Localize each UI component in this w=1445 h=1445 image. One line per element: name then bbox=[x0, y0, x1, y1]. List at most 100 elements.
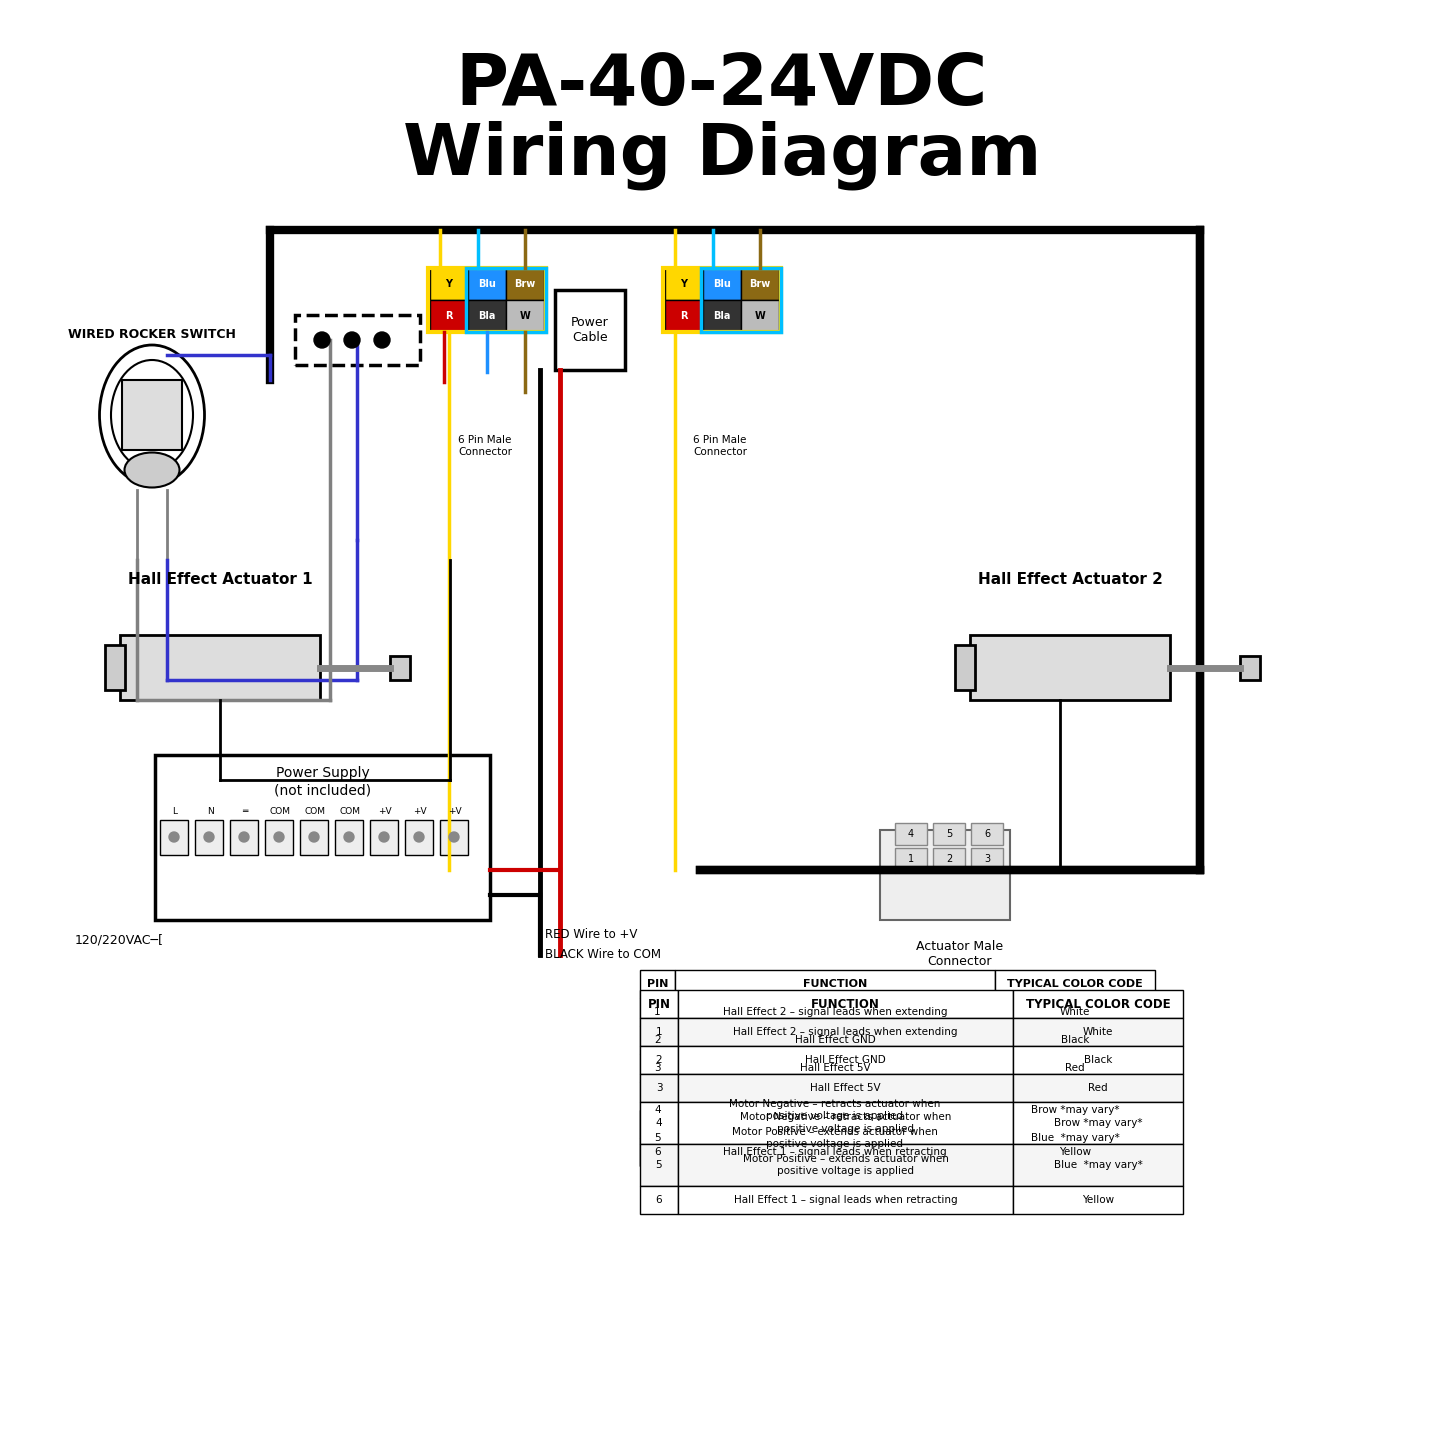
Text: Bla: Bla bbox=[714, 311, 731, 321]
Bar bbox=[678, 1103, 1013, 1144]
Text: 4: 4 bbox=[656, 1118, 662, 1129]
Bar bbox=[465, 267, 546, 332]
Text: 6: 6 bbox=[655, 1147, 660, 1157]
Bar bbox=[894, 848, 928, 870]
Circle shape bbox=[169, 832, 179, 842]
Bar bbox=[1013, 1074, 1183, 1103]
Bar bbox=[678, 1186, 1013, 1214]
Text: +V: +V bbox=[413, 808, 426, 816]
Bar bbox=[405, 819, 433, 855]
Bar bbox=[741, 267, 779, 301]
Bar bbox=[506, 301, 543, 332]
Bar bbox=[390, 656, 410, 681]
Text: R: R bbox=[681, 311, 688, 321]
Text: 3: 3 bbox=[655, 1064, 660, 1074]
Bar bbox=[971, 824, 1003, 845]
Bar bbox=[880, 829, 1010, 920]
Text: N: N bbox=[207, 808, 214, 816]
Text: Hall Effect 2 – signal leads when extending: Hall Effect 2 – signal leads when extend… bbox=[722, 1007, 948, 1017]
Bar bbox=[370, 819, 397, 855]
Bar bbox=[640, 990, 678, 1017]
Text: 6 Pin Male
Connector: 6 Pin Male Connector bbox=[694, 435, 747, 457]
Bar bbox=[675, 1082, 996, 1139]
Ellipse shape bbox=[111, 360, 194, 470]
Text: Y: Y bbox=[445, 279, 452, 289]
Bar bbox=[675, 970, 996, 998]
Text: 6 Pin Male
Connector: 6 Pin Male Connector bbox=[458, 435, 512, 457]
Text: 5: 5 bbox=[656, 1160, 662, 1170]
Bar bbox=[640, 1074, 678, 1103]
Bar bbox=[264, 819, 293, 855]
Bar bbox=[955, 644, 975, 691]
Bar bbox=[970, 634, 1170, 699]
Bar bbox=[468, 267, 506, 301]
Bar bbox=[996, 970, 1155, 998]
Circle shape bbox=[204, 832, 214, 842]
Bar bbox=[675, 998, 996, 1026]
Bar bbox=[640, 998, 675, 1026]
Text: Hall Effect 2 – signal leads when extending: Hall Effect 2 – signal leads when extend… bbox=[733, 1027, 958, 1038]
Text: Blu: Blu bbox=[478, 279, 496, 289]
Bar bbox=[678, 1144, 1013, 1186]
Text: PIN: PIN bbox=[647, 980, 668, 988]
Text: Hall Effect 1 – signal leads when retracting: Hall Effect 1 – signal leads when retrac… bbox=[734, 1195, 957, 1205]
Circle shape bbox=[415, 832, 423, 842]
Bar bbox=[665, 267, 704, 301]
Text: W: W bbox=[754, 311, 766, 321]
Text: W: W bbox=[520, 311, 530, 321]
Text: COM: COM bbox=[270, 808, 290, 816]
Bar bbox=[640, 970, 675, 998]
Text: COM: COM bbox=[305, 808, 325, 816]
Text: Motor Positive – extends actuator when
positive voltage is applied: Motor Positive – extends actuator when p… bbox=[743, 1155, 948, 1176]
Text: Hall Effect 5V: Hall Effect 5V bbox=[811, 1082, 881, 1092]
Text: L: L bbox=[172, 808, 178, 816]
Bar bbox=[195, 819, 223, 855]
Bar bbox=[741, 301, 779, 332]
Text: 6: 6 bbox=[984, 829, 990, 840]
Bar bbox=[640, 1103, 678, 1144]
Bar bbox=[996, 1110, 1155, 1166]
Text: Blue  *may vary*: Blue *may vary* bbox=[1053, 1160, 1143, 1170]
Bar bbox=[996, 1053, 1155, 1082]
Bar bbox=[1013, 990, 1183, 1017]
Bar bbox=[894, 824, 928, 845]
Text: Motor Positive – extends actuator when
positive voltage is applied: Motor Positive – extends actuator when p… bbox=[733, 1127, 938, 1149]
Text: PIN: PIN bbox=[647, 997, 670, 1010]
Bar bbox=[933, 848, 965, 870]
Text: 2: 2 bbox=[946, 854, 952, 864]
Bar bbox=[678, 1046, 1013, 1074]
Bar bbox=[155, 754, 490, 920]
Ellipse shape bbox=[124, 452, 179, 487]
Bar bbox=[1013, 1103, 1183, 1144]
Text: Red: Red bbox=[1065, 1064, 1085, 1074]
Text: 4: 4 bbox=[655, 1105, 660, 1116]
Bar bbox=[704, 301, 741, 332]
Bar bbox=[230, 819, 259, 855]
Bar bbox=[678, 990, 1013, 1017]
Text: ═: ═ bbox=[243, 808, 247, 816]
Text: Brw: Brw bbox=[514, 279, 536, 289]
Bar bbox=[701, 267, 780, 332]
Bar bbox=[640, 1017, 678, 1046]
Text: 5: 5 bbox=[946, 829, 952, 840]
Circle shape bbox=[238, 832, 249, 842]
Text: RED Wire to +V: RED Wire to +V bbox=[545, 929, 637, 942]
Bar bbox=[428, 267, 546, 332]
Bar bbox=[996, 1082, 1155, 1139]
Text: FUNCTION: FUNCTION bbox=[803, 980, 867, 988]
Circle shape bbox=[449, 832, 460, 842]
Text: Hall Effect Actuator 2: Hall Effect Actuator 2 bbox=[978, 572, 1162, 588]
Text: FUNCTION: FUNCTION bbox=[811, 997, 880, 1010]
Bar bbox=[675, 1139, 996, 1166]
Circle shape bbox=[344, 332, 360, 348]
Text: WIRED ROCKER SWITCH: WIRED ROCKER SWITCH bbox=[68, 328, 236, 341]
Text: 5: 5 bbox=[655, 1133, 660, 1143]
Text: Hall Effect Actuator 1: Hall Effect Actuator 1 bbox=[127, 572, 312, 588]
Text: TYPICAL COLOR CODE: TYPICAL COLOR CODE bbox=[1026, 997, 1170, 1010]
Bar bbox=[335, 819, 363, 855]
Text: Motor Negative – retracts actuator when
positive voltage is applied: Motor Negative – retracts actuator when … bbox=[730, 1100, 941, 1121]
Bar bbox=[640, 1046, 678, 1074]
Bar bbox=[1013, 1186, 1183, 1214]
Bar bbox=[506, 267, 543, 301]
Text: Yellow: Yellow bbox=[1082, 1195, 1114, 1205]
